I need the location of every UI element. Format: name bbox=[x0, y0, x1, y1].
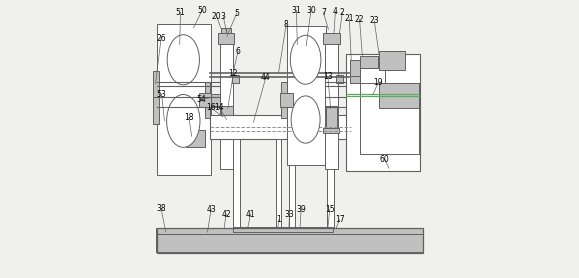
Text: 31: 31 bbox=[292, 6, 301, 15]
Text: 18: 18 bbox=[184, 113, 193, 122]
Bar bbox=[325, 33, 338, 169]
Text: 3: 3 bbox=[221, 12, 226, 21]
Text: 44: 44 bbox=[261, 73, 271, 82]
Bar bbox=[325, 106, 337, 131]
Bar bbox=[324, 128, 339, 133]
Ellipse shape bbox=[291, 96, 320, 143]
Bar bbox=[153, 71, 159, 97]
Ellipse shape bbox=[290, 35, 321, 84]
Bar bbox=[211, 94, 220, 106]
Bar bbox=[186, 130, 205, 147]
Bar bbox=[280, 93, 292, 107]
Bar bbox=[218, 33, 234, 44]
Bar bbox=[210, 115, 351, 139]
Text: 13: 13 bbox=[323, 72, 333, 81]
Bar bbox=[153, 97, 159, 124]
Bar bbox=[379, 51, 405, 70]
Text: 6: 6 bbox=[236, 47, 240, 56]
Text: 21: 21 bbox=[345, 14, 354, 23]
Bar bbox=[221, 28, 226, 33]
Bar bbox=[226, 28, 230, 33]
Text: 38: 38 bbox=[156, 204, 166, 213]
Text: 51: 51 bbox=[175, 8, 185, 17]
Text: 50: 50 bbox=[197, 6, 207, 15]
Bar bbox=[287, 26, 325, 165]
Text: 22: 22 bbox=[355, 15, 364, 24]
Bar bbox=[156, 234, 423, 252]
Text: 16: 16 bbox=[206, 103, 216, 112]
Bar bbox=[156, 24, 211, 175]
Ellipse shape bbox=[167, 95, 200, 147]
Bar bbox=[199, 93, 211, 107]
Text: 26: 26 bbox=[156, 34, 166, 43]
Ellipse shape bbox=[167, 35, 199, 85]
Bar bbox=[232, 75, 239, 83]
Text: 20: 20 bbox=[212, 12, 222, 21]
Text: 54: 54 bbox=[196, 95, 206, 104]
Text: 12: 12 bbox=[229, 69, 238, 78]
Bar bbox=[350, 60, 361, 76]
Text: 33: 33 bbox=[285, 210, 294, 219]
Text: 7: 7 bbox=[321, 8, 326, 17]
Text: 39: 39 bbox=[296, 205, 306, 214]
Bar bbox=[156, 228, 423, 234]
Bar bbox=[360, 83, 419, 154]
Bar bbox=[360, 68, 386, 85]
Text: 17: 17 bbox=[335, 215, 345, 224]
Text: 14: 14 bbox=[215, 103, 224, 112]
Bar bbox=[205, 82, 210, 118]
Text: 53: 53 bbox=[157, 90, 167, 99]
Bar bbox=[156, 228, 423, 253]
Bar bbox=[360, 68, 386, 85]
Bar bbox=[289, 139, 295, 228]
Text: 30: 30 bbox=[306, 6, 316, 15]
Text: 4: 4 bbox=[333, 7, 338, 16]
Text: 60: 60 bbox=[380, 155, 390, 163]
Bar bbox=[276, 139, 281, 228]
Bar bbox=[281, 82, 287, 118]
Bar bbox=[360, 56, 379, 68]
Text: 41: 41 bbox=[245, 210, 255, 219]
Bar bbox=[219, 128, 234, 133]
Bar bbox=[346, 54, 420, 171]
Bar bbox=[323, 33, 339, 44]
Text: 8: 8 bbox=[284, 20, 288, 29]
Bar bbox=[350, 76, 361, 83]
Text: 2: 2 bbox=[340, 8, 345, 17]
Text: 1: 1 bbox=[277, 215, 281, 224]
Text: 5: 5 bbox=[234, 9, 239, 18]
Text: 19: 19 bbox=[373, 78, 383, 86]
Bar bbox=[233, 139, 240, 228]
Text: 42: 42 bbox=[221, 210, 231, 219]
Text: 43: 43 bbox=[206, 205, 216, 214]
Text: 23: 23 bbox=[369, 16, 379, 25]
Bar bbox=[221, 106, 233, 131]
Bar bbox=[220, 33, 233, 169]
Bar bbox=[233, 227, 334, 232]
Bar bbox=[379, 83, 419, 108]
Text: 15: 15 bbox=[325, 205, 335, 214]
Bar bbox=[327, 139, 334, 228]
Bar bbox=[336, 75, 343, 83]
